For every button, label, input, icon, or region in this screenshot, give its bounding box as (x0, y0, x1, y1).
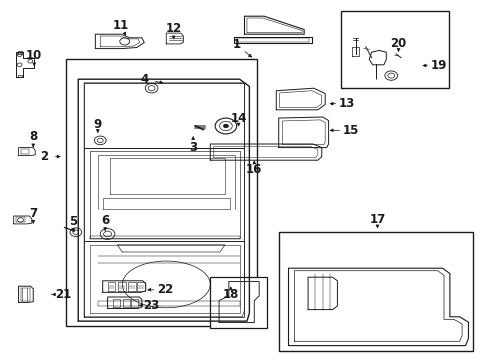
Text: 10: 10 (26, 49, 42, 62)
Text: 19: 19 (430, 59, 447, 72)
Text: 6: 6 (101, 214, 109, 227)
Text: 7: 7 (29, 207, 37, 220)
Circle shape (223, 124, 228, 128)
Text: 11: 11 (113, 19, 129, 32)
Text: 8: 8 (29, 130, 37, 143)
Bar (341, 11, 448, 88)
Bar (210, 277, 266, 328)
Text: 1: 1 (233, 39, 241, 51)
Text: 16: 16 (245, 163, 262, 176)
Text: 13: 13 (338, 97, 355, 110)
Text: 23: 23 (143, 299, 160, 312)
Bar (66, 59, 256, 326)
Text: 12: 12 (165, 22, 182, 35)
Text: 22: 22 (157, 283, 173, 296)
Text: 4: 4 (140, 73, 148, 86)
Text: 21: 21 (55, 288, 72, 301)
Text: 15: 15 (342, 124, 359, 137)
Bar (278, 232, 472, 351)
Text: 2: 2 (40, 150, 48, 163)
Text: 14: 14 (230, 112, 246, 125)
Text: 5: 5 (69, 215, 77, 228)
Text: 17: 17 (368, 213, 385, 226)
Text: 18: 18 (222, 288, 239, 301)
Text: 9: 9 (94, 118, 102, 131)
Text: 20: 20 (389, 37, 406, 50)
Text: 3: 3 (189, 141, 197, 154)
